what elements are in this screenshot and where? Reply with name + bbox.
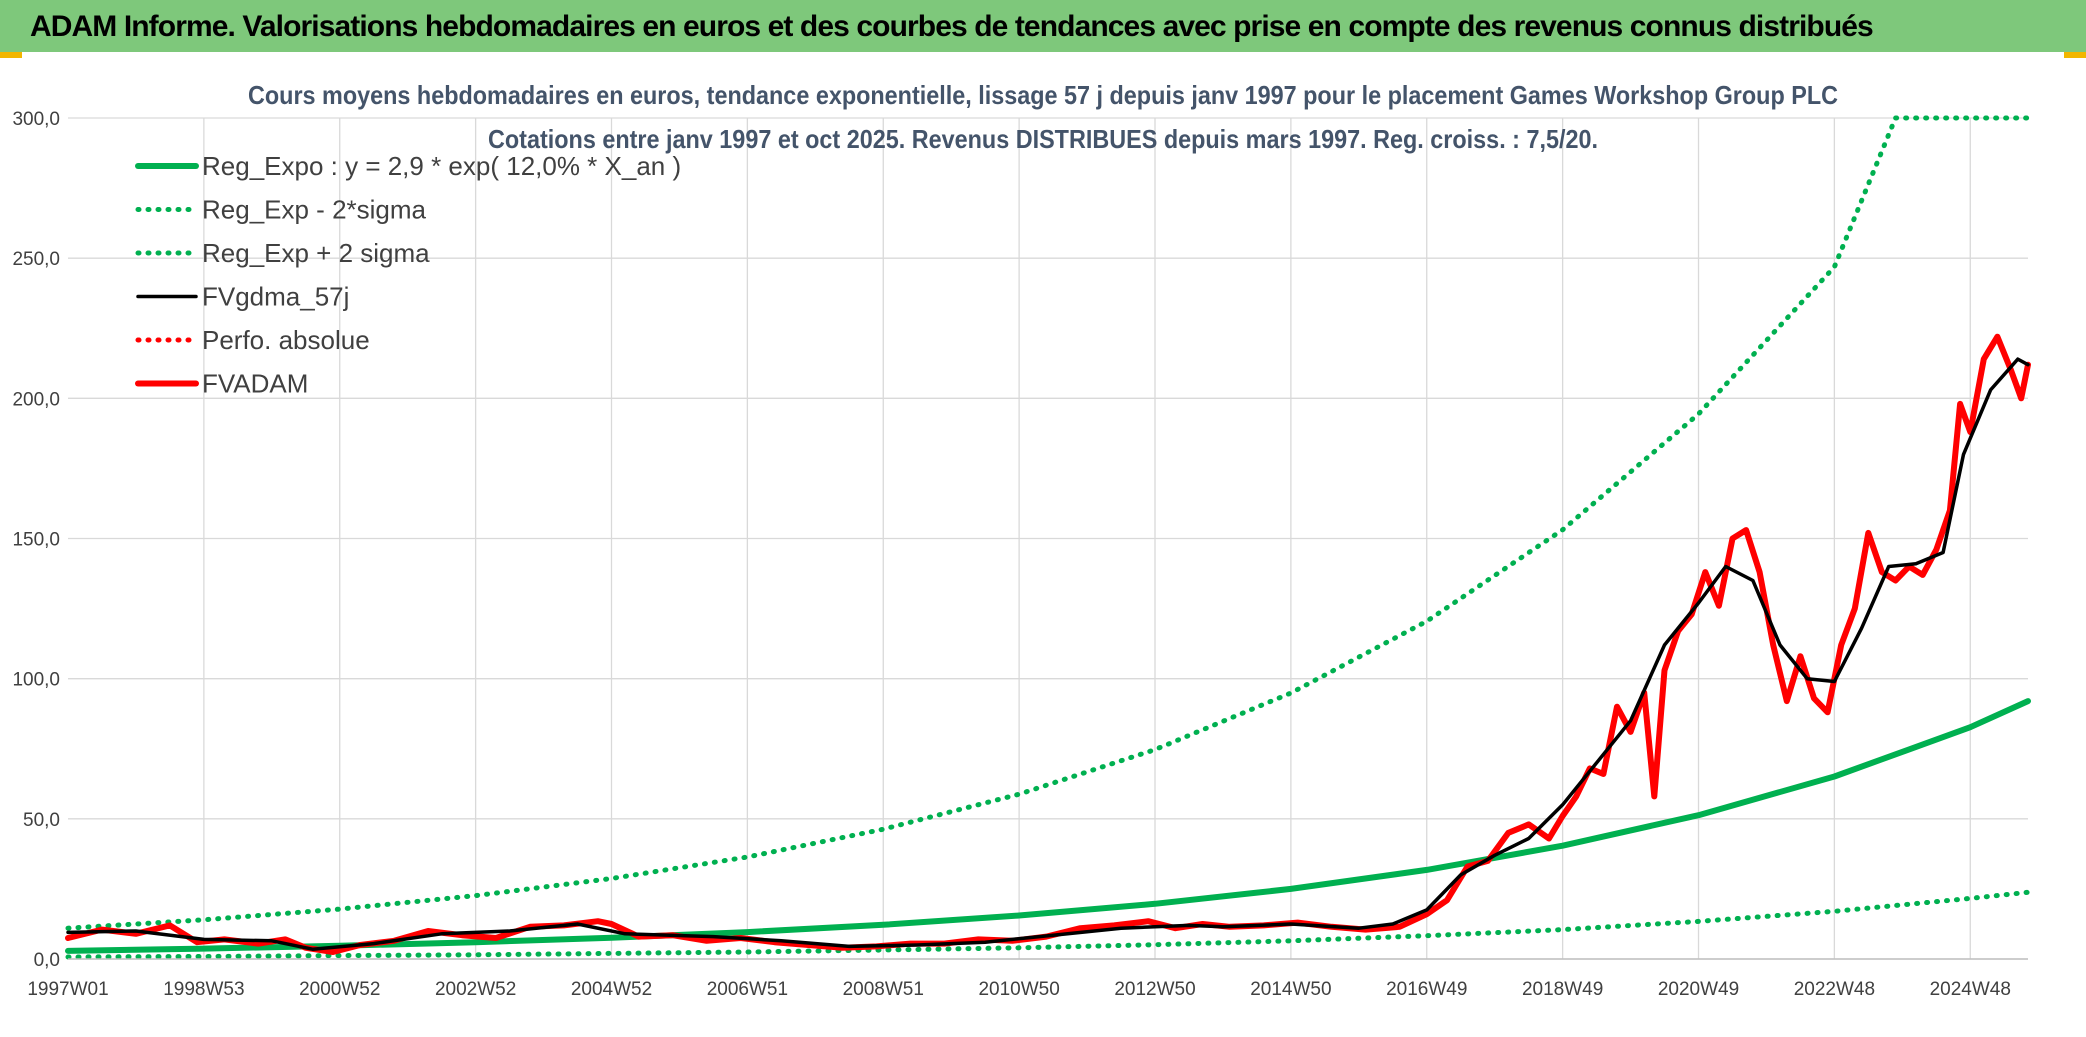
chart-series bbox=[65, 115, 2031, 960]
y-tick-label: 150,0 bbox=[12, 530, 60, 551]
corner-mark-right bbox=[2064, 52, 2086, 58]
chart-grid bbox=[68, 117, 2028, 960]
x-tick-label: 2006W51 bbox=[707, 979, 788, 1000]
x-tick-label: 2012W50 bbox=[1114, 979, 1195, 1000]
series-line-0 bbox=[65, 698, 2031, 954]
x-tick-label: 2000W52 bbox=[299, 979, 380, 1000]
chart-title-line-2: Cotations entre janv 1997 et oct 2025. R… bbox=[488, 124, 1598, 154]
x-tick-label: 2014W50 bbox=[1250, 979, 1331, 1000]
series-line-1 bbox=[65, 889, 2031, 960]
x-tick-label: 2024W48 bbox=[1930, 979, 2011, 1000]
y-tick-label: 0,0 bbox=[34, 950, 60, 971]
series-line-5 bbox=[65, 333, 2031, 955]
chart-legend: Reg_Expo : y = 2,9 * exp( 12,0% * X_an )… bbox=[135, 151, 681, 399]
header-banner: ADAM Informe. Valorisations hebdomadaire… bbox=[0, 0, 2086, 52]
x-tick-label: 2018W49 bbox=[1522, 979, 1603, 1000]
x-tick-label: 2002W52 bbox=[435, 979, 516, 1000]
x-tick-label: 2016W49 bbox=[1386, 979, 1467, 1000]
y-tick-label: 200,0 bbox=[12, 389, 60, 410]
price-trend-chart: 0,0 50,0 100,0 150,0 200,0 250,0 300,0 1997W01 1… bbox=[12, 80, 2031, 1000]
legend-label: FVADAM bbox=[202, 369, 308, 399]
chart-axes: 0,0 50,0 100,0 150,0 200,0 250,0 300,0 1997W01 1… bbox=[12, 109, 2028, 1000]
series-line-2 bbox=[65, 115, 2031, 931]
legend-label: Perfo. absolue bbox=[202, 325, 370, 355]
series-line-3 bbox=[66, 357, 2030, 951]
report-title: ADAM Informe. Valorisations hebdomadaire… bbox=[30, 10, 1874, 43]
chart-title-line-1: Cours moyens hebdomadaires en euros, ten… bbox=[248, 80, 1838, 110]
legend-label: FVgdma_57j bbox=[202, 282, 349, 312]
x-tick-label: 2020W49 bbox=[1658, 979, 1739, 1000]
legend-label: Reg_Expo : y = 2,9 * exp( 12,0% * X_an ) bbox=[202, 151, 681, 181]
x-tick-label: 2010W50 bbox=[978, 979, 1059, 1000]
y-tick-label: 50,0 bbox=[23, 810, 60, 831]
x-tick-label: 2008W51 bbox=[843, 979, 924, 1000]
x-tick-label: 2004W52 bbox=[571, 979, 652, 1000]
y-tick-label: 250,0 bbox=[12, 249, 60, 270]
x-tick-label: 2022W48 bbox=[1794, 979, 1875, 1000]
corner-mark-left bbox=[0, 52, 22, 58]
legend-label: Reg_Exp + 2 sigma bbox=[202, 238, 430, 268]
x-tick-label: 1997W01 bbox=[27, 979, 108, 1000]
x-tick-label: 1998W53 bbox=[163, 979, 244, 1000]
y-tick-label: 100,0 bbox=[12, 670, 60, 691]
y-tick-label: 300,0 bbox=[12, 109, 60, 130]
legend-label: Reg_Exp - 2*sigma bbox=[202, 195, 427, 225]
